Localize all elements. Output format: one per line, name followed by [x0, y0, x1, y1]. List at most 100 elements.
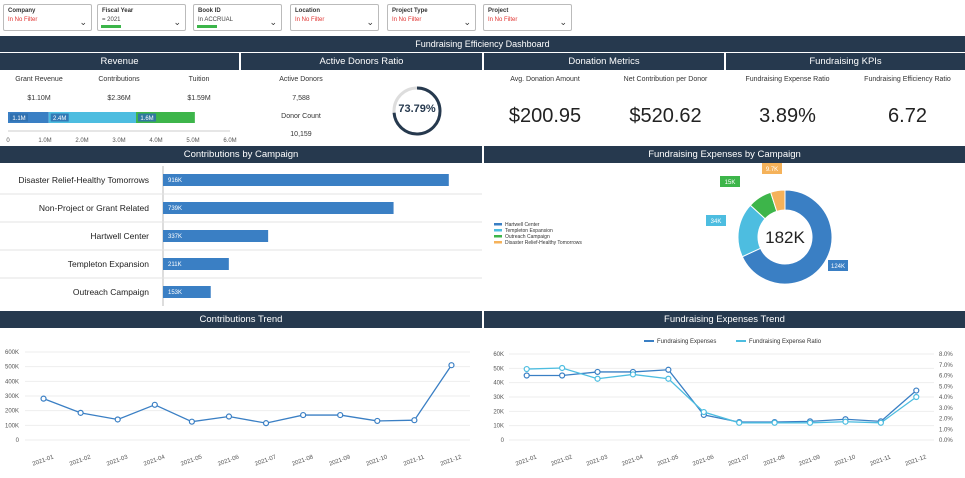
x-tick-label: 2021-08	[291, 454, 314, 467]
campaign-bar	[163, 174, 449, 186]
fundraising-efficiency-label: Fundraising Efficiency Ratio	[864, 76, 951, 83]
chevron-down-icon[interactable]: ⌄	[559, 17, 567, 27]
filter-label: Company	[8, 8, 36, 14]
data-point	[523, 372, 530, 379]
active-donors-value: 7,588	[292, 95, 310, 102]
y2-tick-label: 7.0%	[939, 363, 953, 369]
x-tick-label: 2021-04	[621, 454, 644, 467]
legend-label: Fundraising Expense Ratio	[749, 339, 822, 345]
data-label: 34K	[711, 219, 722, 225]
data-label-box	[138, 113, 157, 122]
data-point	[736, 419, 743, 426]
x-tick-label: 1.0M	[38, 138, 51, 144]
data-label-box	[706, 215, 726, 226]
donation-metrics-header: Donation Metrics	[484, 53, 724, 70]
x-tick-label: 2021-09	[798, 454, 821, 467]
campaign-bar	[163, 286, 211, 298]
data-point	[700, 408, 707, 416]
data-point	[225, 413, 233, 420]
legend-label: Outreach Campaign	[505, 234, 550, 240]
data-point	[559, 364, 566, 372]
filter-company[interactable]: Company In No Filter ⌄	[3, 4, 92, 31]
legend-label: Hartwell Center	[505, 222, 540, 228]
data-point	[665, 375, 672, 382]
donor-count-label: Donor Count	[281, 113, 321, 120]
y2-tick-label: 1.0%	[939, 427, 953, 433]
chevron-down-icon[interactable]: ⌄	[269, 17, 277, 27]
x-tick-label: 2021-09	[328, 454, 351, 467]
chevron-down-icon[interactable]: ⌄	[79, 17, 87, 27]
x-tick-label: 2021-12	[905, 454, 928, 467]
filter-fiscal-year[interactable]: Fiscal Year = 2021 ⌄	[97, 4, 186, 31]
filter-value: In ACCRUAL	[198, 17, 234, 23]
contributions-line	[43, 364, 452, 424]
y-tick-label: 50K	[493, 366, 504, 372]
y-tick-label: 0	[16, 438, 20, 444]
chevron-down-icon[interactable]: ⌄	[173, 17, 181, 27]
data-point	[188, 418, 195, 425]
x-tick-label: 6.0M	[223, 138, 236, 144]
filter-value: = 2021	[102, 17, 121, 23]
data-point	[77, 409, 84, 416]
y2-tick-label: 4.0%	[939, 395, 953, 401]
revenue-header: Revenue	[0, 53, 239, 70]
data-point	[411, 417, 418, 424]
x-tick-label: 2021-01	[32, 454, 55, 467]
filter-location[interactable]: Location In No Filter ⌄	[290, 4, 379, 31]
fundraising-expenses-by-campaign-header: Fundraising Expenses by Campaign	[484, 146, 965, 163]
x-tick-label: 4.0M	[149, 138, 162, 144]
tuition-value: $1.59M	[187, 95, 211, 102]
donut-center-total: 182K	[765, 228, 805, 247]
active-donors-ratio-gauge	[392, 86, 442, 136]
x-tick-label: 2.0M	[75, 138, 88, 144]
fundraising-efficiency-value: 6.72	[888, 105, 927, 127]
dashboard-title: Fundraising Efficiency Dashboard	[0, 36, 965, 52]
x-tick-label: 2021-02	[69, 454, 92, 467]
data-label-box	[10, 113, 28, 122]
x-tick-label: 5.0M	[186, 138, 199, 144]
category-label: Templeton Expansion	[68, 259, 150, 269]
revenue-stacked-bar-chart: 1.1M 2.4M 1.6M 0 1.0M 2.0M 3.0M 4.0M 5.0M 6.0M	[6, 112, 237, 144]
data-point	[594, 368, 601, 376]
y-tick-label: 60K	[493, 352, 504, 358]
filter-book-id[interactable]: Book ID In ACCRUAL ⌄	[193, 4, 282, 31]
y-tick-label: 500K	[5, 365, 19, 371]
x-tick-label: 2021-10	[366, 454, 389, 467]
filter-project-type[interactable]: Project Type In No Filter ⌄	[387, 4, 476, 31]
y-tick-label: 200K	[5, 409, 19, 415]
filter-label: Fiscal Year	[102, 8, 134, 14]
donor-count-value: 10,159	[290, 131, 312, 138]
campaign-bar	[163, 230, 269, 242]
y2-tick-label: 8.0%	[939, 352, 953, 358]
data-label-box	[762, 163, 782, 174]
data-label: 9.7K	[766, 167, 778, 173]
data-label: 211K	[168, 262, 182, 268]
fundraising-expense-ratio-label: Fundraising Expense Ratio	[745, 76, 830, 83]
avg-donation-label: Avg. Donation Amount	[510, 76, 580, 83]
active-donors-ratio-value: 73.79%	[398, 103, 436, 115]
x-tick-label: 2021-03	[106, 454, 129, 467]
contributions-trend-header: Contributions Trend	[0, 311, 482, 328]
category-label: Disaster Relief-Healthy Tomorrows	[18, 175, 149, 185]
x-tick-label: 2021-07	[727, 454, 750, 467]
x-tick-label: 2021-12	[440, 454, 463, 467]
data-point	[523, 365, 530, 373]
x-tick-label: 2021-05	[180, 454, 203, 467]
category-label: Hartwell Center	[90, 231, 149, 241]
data-label: 1.1M	[12, 116, 25, 122]
filter-label: Project Type	[392, 8, 428, 14]
x-tick-label: 2021-01	[515, 454, 538, 467]
chevron-down-icon[interactable]: ⌄	[366, 17, 374, 27]
data-point	[151, 401, 158, 408]
legend-label: Disaster Relief-Healthy Tomorrows	[505, 240, 582, 246]
contributions-value: $2.36M	[107, 95, 131, 102]
chevron-down-icon[interactable]: ⌄	[463, 17, 471, 27]
filter-value: In No Filter	[488, 17, 518, 23]
x-tick-label: 2021-07	[254, 454, 277, 467]
campaign-bar	[163, 202, 394, 214]
x-tick-label: 2021-03	[586, 454, 609, 467]
contributions-trend-chart: 0 100K 200K 300K 400K 500K 600K 2021-01 2021-02 2…	[5, 350, 470, 468]
contributions-label: Contributions	[98, 76, 140, 83]
filter-project[interactable]: Project In No Filter ⌄	[483, 4, 572, 31]
campaign-bar	[163, 258, 229, 270]
